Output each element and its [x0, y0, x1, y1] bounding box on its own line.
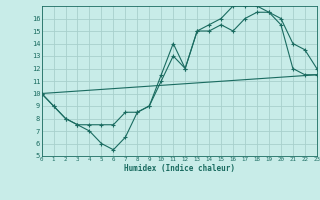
- X-axis label: Humidex (Indice chaleur): Humidex (Indice chaleur): [124, 164, 235, 173]
